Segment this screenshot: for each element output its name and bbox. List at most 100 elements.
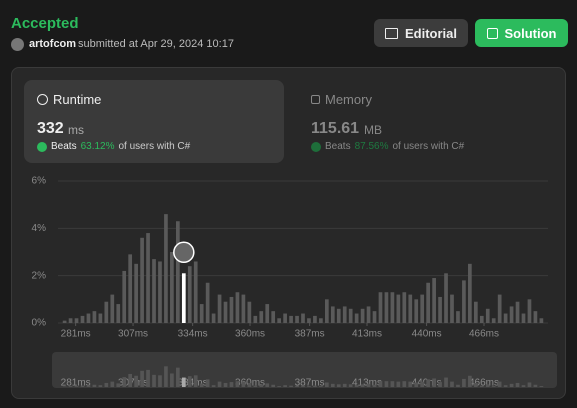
navigator-bar [307,386,311,387]
bar [158,261,162,323]
memory-card[interactable]: Memory 115.61 MB Beats 87.56% of users wit… [298,80,558,163]
navigator-tick-label: 334ms [178,378,208,389]
runtime-heading: Runtime [37,92,101,107]
bar [134,263,138,323]
bar [479,315,484,323]
navigator-bar [313,385,317,387]
navigator-bar [104,382,109,387]
navigator-bar [176,367,180,387]
bar [491,318,496,323]
navigator-bar [241,381,246,387]
editorial-button[interactable]: Editorial [374,19,468,47]
bar [247,301,252,323]
navigator-bar [420,381,425,387]
solution-button[interactable]: Solution [475,19,568,47]
navigator-bar [527,382,532,387]
bar [116,304,121,323]
memory-label: Memory [325,92,372,107]
bar [444,273,448,323]
y-tick-label: 2% [32,270,47,281]
bar [509,306,514,323]
navigator-bar [110,381,115,387]
navigator-bar [98,385,103,387]
runtime-label: Runtime [53,92,102,107]
navigator-bar [342,383,347,387]
avatar [11,38,24,51]
bar [432,278,436,323]
navigator-bar [444,377,448,387]
beats-icon [311,141,321,152]
user[interactable]: artofcom [29,38,77,50]
bar [527,299,532,323]
beats-text: Beats [325,141,351,152]
navigator-bar [468,375,472,387]
bar [199,304,204,323]
navigator-bar [128,373,133,387]
runtime-card[interactable]: Runtime 332 ms Beats 63.12% of users with … [24,80,284,163]
navigator-tick-label: 307ms [118,378,148,389]
x-tick-label: 334ms [178,329,208,340]
navigator-bar [521,385,526,387]
bar [259,311,264,323]
bar [176,221,180,323]
navigator-bar [116,383,121,387]
bar [92,311,97,323]
bar [456,311,460,323]
bar [438,296,442,323]
beats-icon [37,141,47,152]
navigator-bar [289,385,293,387]
x-tick-label: 281ms [61,329,91,340]
bar [307,318,311,323]
navigator-bar [86,385,91,387]
bar [223,301,228,323]
bar [241,294,246,323]
bar [205,282,210,323]
bar [319,318,323,323]
bar [515,301,520,323]
bar [152,259,156,323]
navigator-bar [384,381,389,387]
navigator-bar [438,382,442,387]
navigator-bar [426,379,430,387]
x-tick-label: 360ms [235,329,265,340]
bar [426,282,430,323]
bar [384,292,389,323]
navigator-bar [366,383,371,387]
bar [110,294,115,323]
beats-suffix: of users with C# [392,141,465,152]
navigator-bar [235,381,240,387]
navigator-tick-label: 466ms [469,378,499,389]
bar [473,301,478,323]
bar [104,301,109,323]
bar [86,313,91,323]
navigator-bar [158,375,162,387]
bar [485,308,490,323]
bar [366,306,371,323]
navigator-bar [360,384,365,387]
navigator-bar [122,377,127,387]
bar [468,263,472,323]
navigator-bar [348,384,353,387]
navigator-bar [473,382,478,387]
bar [521,313,526,323]
navigator-bar [140,370,144,387]
bar [313,315,317,323]
bar [277,318,282,323]
navigator-bar [509,383,514,387]
navigator-bar [432,378,436,387]
bar [164,214,168,323]
navigator-bar [497,381,502,387]
navigator-bar [295,385,299,387]
bar [402,292,407,323]
x-tick-label: 307ms [118,329,148,340]
navigator-bar [396,381,401,387]
bar [295,315,299,323]
navigator-bar [319,386,323,387]
beats-percent: 63.12% [80,141,115,152]
navigator-bar [181,377,186,387]
y-tick-label: 4% [32,223,47,234]
runtime-value: 332 [37,120,64,137]
bar [170,252,174,323]
navigator-tick-label: 387ms [295,378,325,389]
